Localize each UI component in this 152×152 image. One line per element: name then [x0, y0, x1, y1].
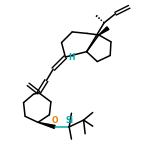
Text: O: O [52, 116, 58, 125]
Text: Si: Si [65, 116, 73, 125]
Polygon shape [99, 27, 109, 35]
Text: H: H [68, 53, 75, 62]
Polygon shape [38, 122, 55, 128]
